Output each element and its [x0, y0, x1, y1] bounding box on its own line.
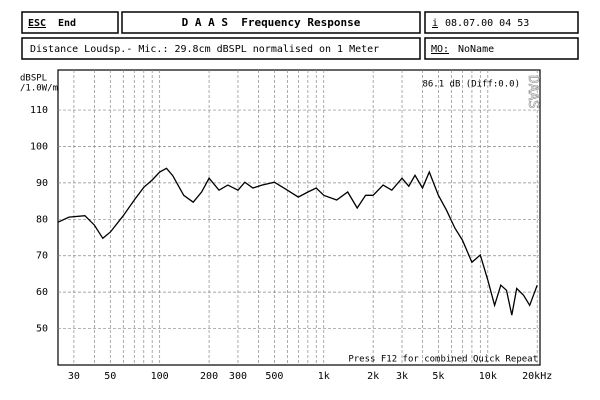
y-axis-label: /1.0W/m: [20, 84, 58, 94]
y-tick-label: 90: [36, 178, 48, 189]
status-hint: Press F12 for combined Quick Repeat: [348, 355, 538, 365]
description: Distance Loudsp.- Mic.: 29.8cm dBSPL nor…: [30, 44, 379, 55]
datetime: 08.07.00 04 53: [445, 18, 529, 29]
x-tick-label: 5k: [432, 371, 444, 382]
y-tick-label: 70: [36, 251, 48, 262]
y-tick-label: 80: [36, 214, 48, 225]
title-box: [121, 11, 421, 34]
mo-label: MO:: [431, 44, 449, 55]
y-tick-label: 110: [30, 105, 48, 116]
plot-frame: [57, 69, 541, 366]
response-curve: [57, 167, 538, 316]
x-tick-label: 20kHz: [522, 371, 552, 382]
x-tick-label: 3k: [396, 371, 408, 382]
info-icon[interactable]: i: [432, 18, 438, 29]
watermark: DAAS: [525, 75, 541, 109]
esc-box[interactable]: [21, 11, 119, 34]
y-axis-label: dBSPL: [20, 74, 47, 84]
y-tick-label: 100: [30, 141, 48, 152]
x-tick-label: 50: [104, 371, 116, 382]
window-title: D A A S Frequency Response: [182, 16, 361, 29]
end-label[interactable]: End: [58, 18, 76, 29]
mo-value: NoName: [458, 44, 494, 55]
x-tick-label: 500: [265, 371, 283, 382]
x-tick-label: 30: [68, 371, 80, 382]
description-box: [21, 37, 421, 60]
x-tick-label: 1k: [318, 371, 330, 382]
date-box: [424, 11, 579, 34]
y-tick-label: 50: [36, 324, 48, 335]
readout: 86.1 dB (Diff:0.0): [422, 80, 520, 90]
x-tick-label: 300: [229, 371, 247, 382]
mo-box: [424, 37, 579, 60]
x-tick-label: 2k: [367, 371, 379, 382]
x-tick-label: 200: [200, 371, 218, 382]
y-tick-label: 60: [36, 287, 48, 298]
esc-key[interactable]: ESC: [28, 18, 46, 29]
x-tick-label: 100: [151, 371, 169, 382]
x-tick-label: 10k: [479, 371, 497, 382]
